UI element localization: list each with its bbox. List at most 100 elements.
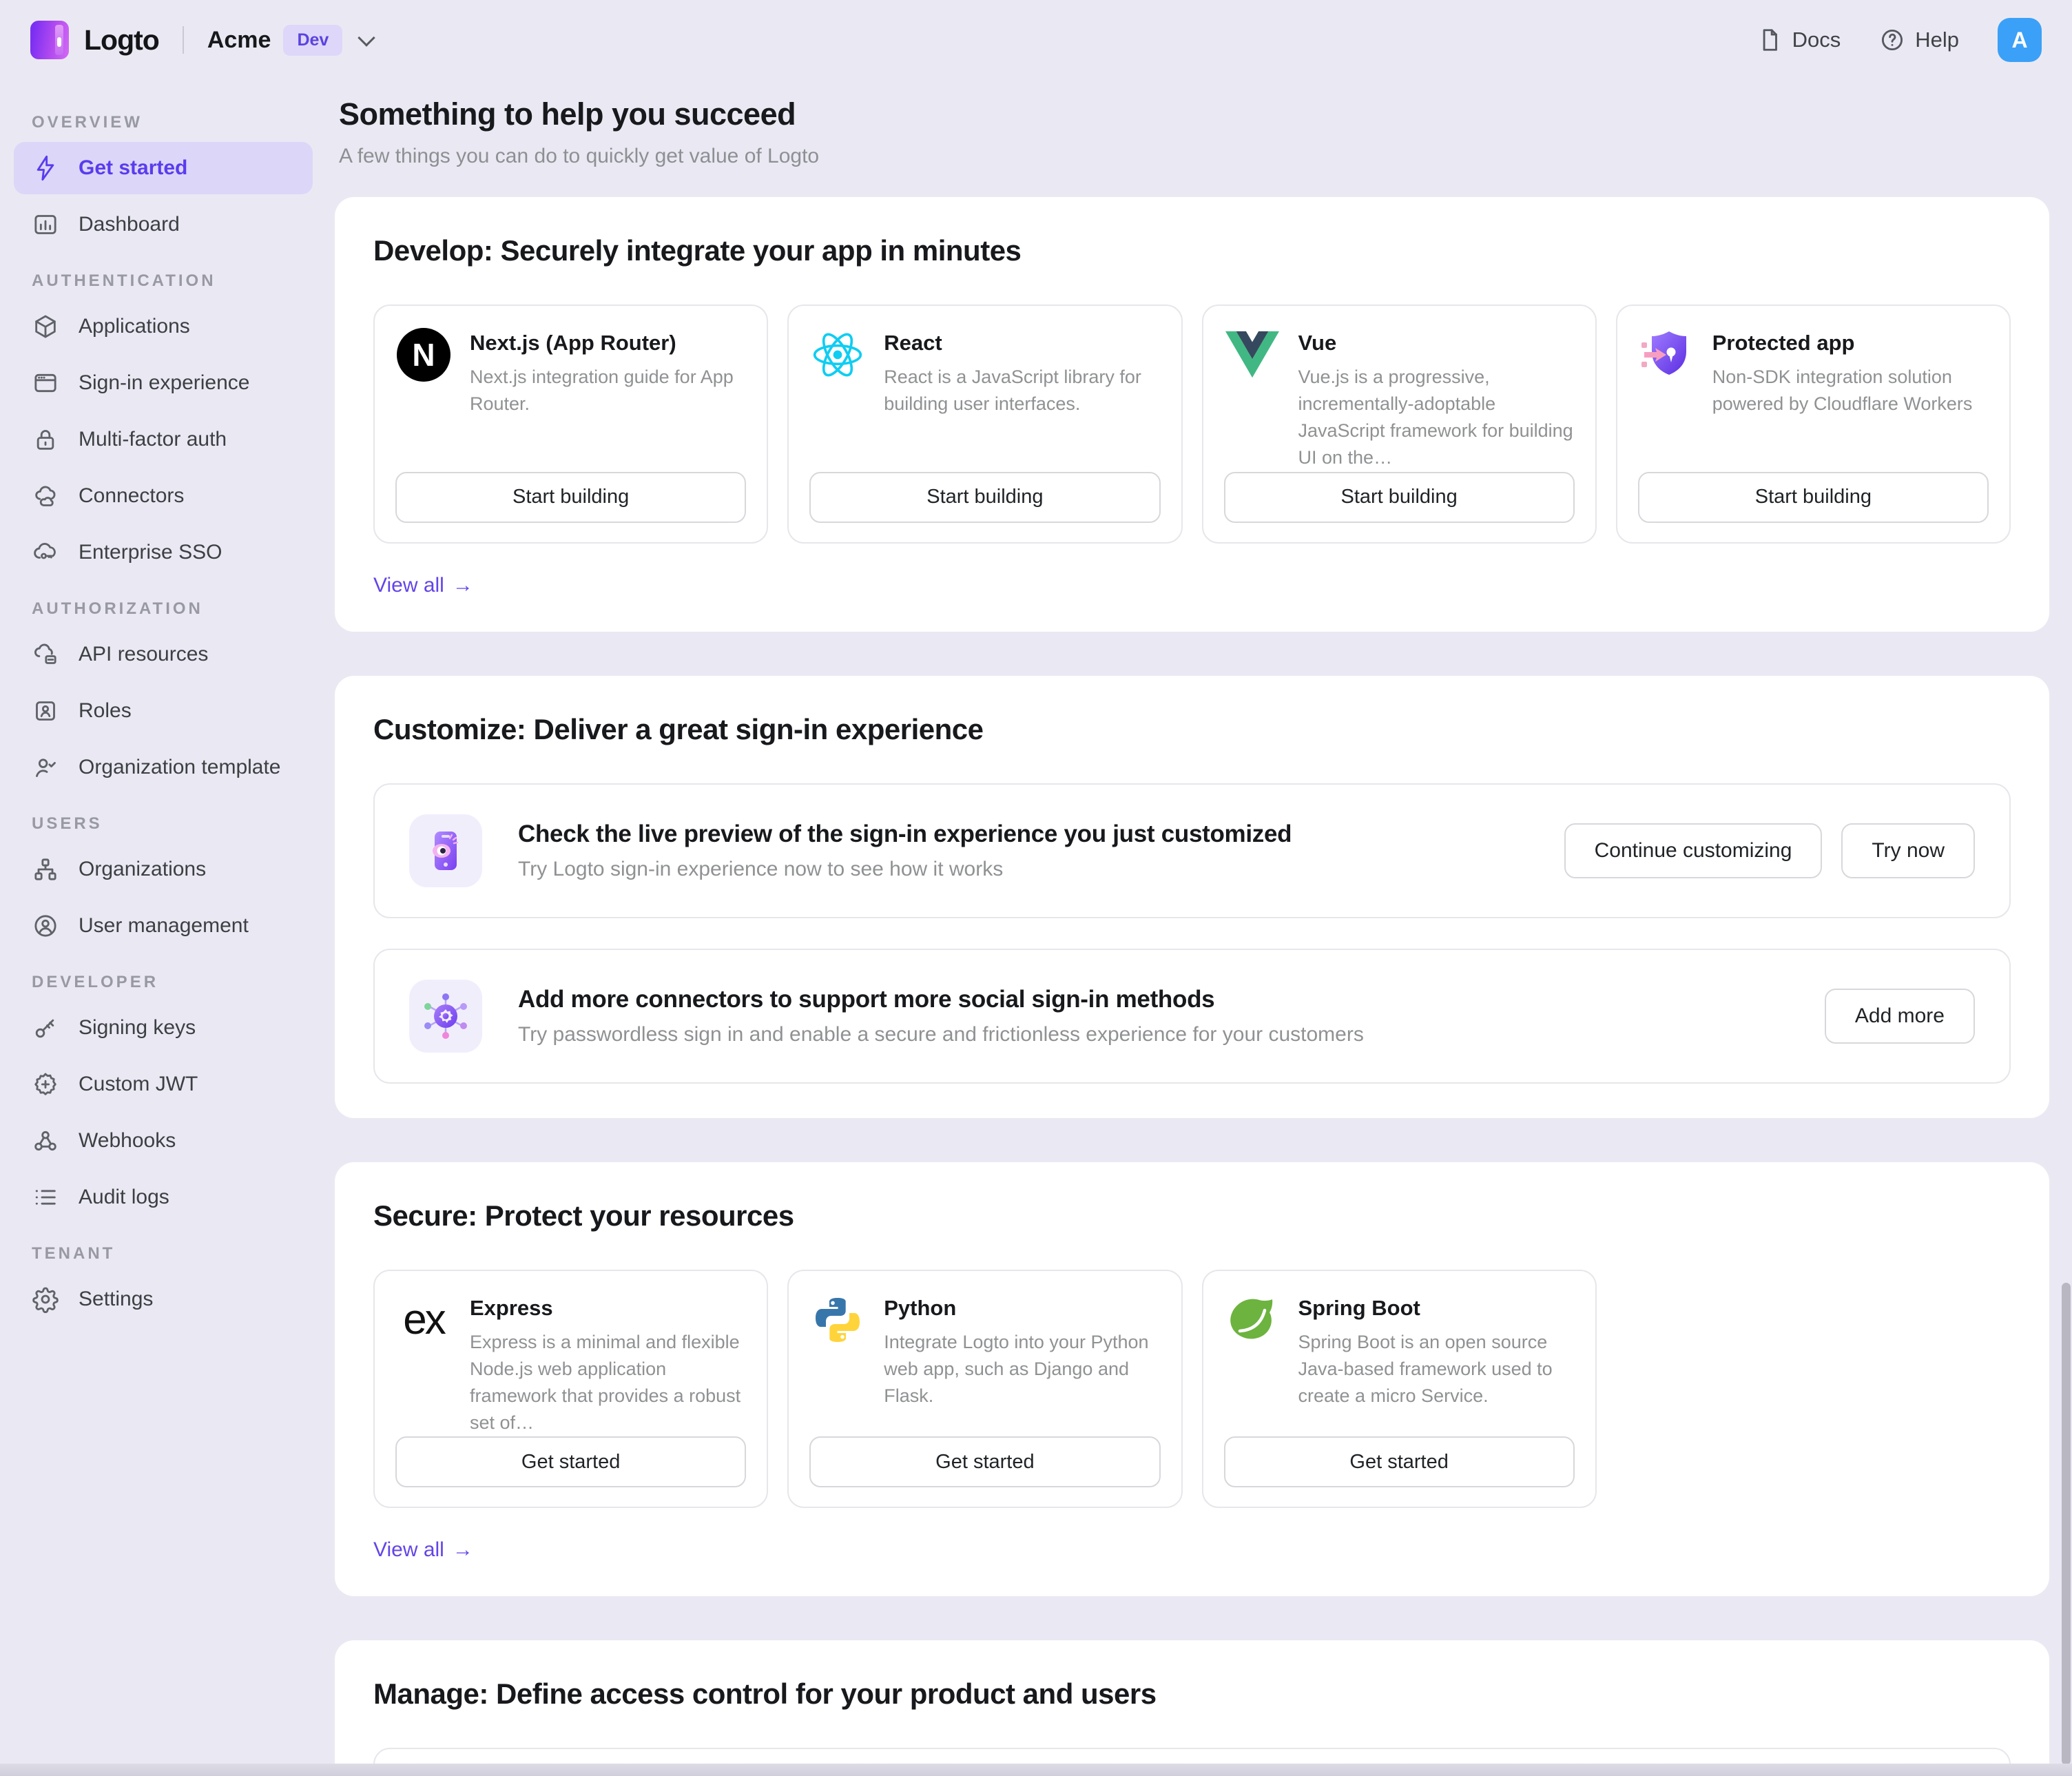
nav-section-tenant: TENANT xyxy=(32,1244,116,1263)
framework-desc: Spring Boot is an open source Java-based… xyxy=(1298,1331,1553,1406)
tenant-selector[interactable]: Acme Dev xyxy=(207,24,376,56)
protected-app-shield-icon xyxy=(1638,327,1695,383)
get-started-button[interactable]: Get started xyxy=(395,1436,747,1488)
logto-logo-icon xyxy=(30,21,69,59)
nav-section-authentication: AUTHENTICATION xyxy=(32,271,216,290)
add-more-button[interactable]: Add more xyxy=(1824,988,1975,1044)
help-button[interactable]: Help xyxy=(1879,27,1959,53)
express-logo-icon: ex xyxy=(403,1295,446,1343)
get-started-button[interactable]: Get started xyxy=(809,1436,1161,1488)
start-building-button[interactable]: Start building xyxy=(809,471,1161,523)
nav-section-authorization: AUTHORIZATION xyxy=(32,599,203,618)
id-card-icon xyxy=(36,701,55,721)
task-row-live-preview: Check the live preview of the sign-in ex… xyxy=(373,783,2011,918)
lightning-icon xyxy=(37,155,54,181)
section-develop: Develop: Securely integrate your app in … xyxy=(335,197,2049,632)
start-building-button[interactable]: Start building xyxy=(395,471,747,523)
framework-name: Protected app xyxy=(1712,331,1855,355)
brand-name: Logto xyxy=(84,23,160,56)
sidebar-item-connectors[interactable]: Connectors xyxy=(14,470,313,522)
task-row-rbac: Add role-based access control to protect… xyxy=(373,1748,2011,1776)
view-all-link[interactable]: View all → xyxy=(373,573,473,597)
phone-preview-icon xyxy=(409,814,482,887)
help-icon xyxy=(1882,29,1903,51)
page-title: Something to help you succeed xyxy=(339,96,796,132)
vue-logo-icon xyxy=(1224,327,1281,383)
task-row-connectors: Add more connectors to support more soci… xyxy=(373,948,2011,1084)
framework-desc: Express is a minimal and flexible Node.j… xyxy=(470,1331,741,1433)
gear-icon xyxy=(32,1287,59,1313)
browser-window-icon xyxy=(34,373,56,393)
task-desc: Try Logto sign-in experience now to see … xyxy=(518,857,1004,880)
sidebar-item-sign-in-experience[interactable]: Sign-in experience xyxy=(14,357,313,409)
framework-card-spring-boot: Spring Boot Spring Boot is an open sourc… xyxy=(1201,1269,1597,1509)
bar-chart-icon xyxy=(34,215,56,234)
sidebar-item-applications[interactable]: Applications xyxy=(14,300,313,353)
task-desc: Try passwordless sign in and enable a se… xyxy=(518,1022,1364,1046)
sidebar-item-webhooks[interactable]: Webhooks xyxy=(14,1115,313,1167)
spring-boot-logo-icon xyxy=(1224,1292,1281,1348)
topbar: Logto Acme Dev Docs Help A xyxy=(0,0,2072,80)
start-building-button[interactable]: Start building xyxy=(1223,471,1575,523)
docs-button[interactable]: Docs xyxy=(1757,27,1841,53)
sidebar-item-organizations[interactable]: Organizations xyxy=(14,843,313,896)
main-content: Something to help you succeed A few thin… xyxy=(324,80,2072,1776)
framework-desc: Next.js integration guide for App Router… xyxy=(470,366,734,415)
task-title: Check the live preview of the sign-in ex… xyxy=(518,820,1292,847)
sidebar-item-multi-factor-auth[interactable]: Multi-factor auth xyxy=(14,413,313,466)
section-develop-title: Develop: Securely integrate your app in … xyxy=(373,234,1022,267)
sidebar-item-user-management[interactable]: User management xyxy=(14,900,313,952)
start-building-button[interactable]: Start building xyxy=(1637,471,1989,523)
arrow-right-icon: → xyxy=(452,1538,473,1562)
sidebar-item-custom-jwt[interactable]: Custom JWT xyxy=(14,1058,313,1111)
cloud-key-icon xyxy=(34,543,56,559)
sidebar-item-dashboard[interactable]: Dashboard xyxy=(14,198,313,251)
sidebar: OVERVIEW Get started Dashboard AUTHENTIC… xyxy=(0,80,324,1330)
nav-section-developer: DEVELOPER xyxy=(32,973,159,991)
framework-name: Python xyxy=(884,1295,957,1320)
docs-label: Docs xyxy=(1792,28,1841,52)
sidebar-item-organization-template[interactable]: Organization template xyxy=(14,741,313,794)
section-customize-title: Customize: Deliver a great sign-in exper… xyxy=(373,712,984,745)
arrow-right-icon: → xyxy=(452,573,473,597)
framework-card-vue: Vue Vue.js is a progressive, incremental… xyxy=(1201,304,1597,544)
vertical-scrollbar-thumb[interactable] xyxy=(2062,1283,2071,1765)
page-subtitle: A few things you can do to quickly get v… xyxy=(339,145,820,167)
webhook-icon xyxy=(34,1130,56,1151)
get-started-button[interactable]: Get started xyxy=(1223,1436,1575,1488)
cube-icon xyxy=(35,315,56,338)
list-icon xyxy=(35,1190,56,1205)
sidebar-item-api-resources[interactable]: API resources xyxy=(14,628,313,681)
section-secure-title: Secure: Protect your resources xyxy=(373,1199,794,1232)
section-manage: Manage: Define access control for your p… xyxy=(335,1640,2049,1776)
sidebar-item-roles[interactable]: Roles xyxy=(14,685,313,737)
nextjs-logo-icon: N xyxy=(395,327,452,383)
sidebar-item-signing-keys[interactable]: Signing keys xyxy=(14,1002,313,1054)
tenant-name: Acme xyxy=(207,26,271,53)
help-label: Help xyxy=(1915,28,1959,52)
api-cloud-icon xyxy=(34,643,56,664)
framework-card-react: React React is a JavaScript library for … xyxy=(787,304,1183,544)
framework-name: React xyxy=(884,331,942,355)
sidebar-item-enterprise-sso[interactable]: Enterprise SSO xyxy=(14,526,313,579)
framework-name: Express xyxy=(470,1295,553,1320)
nav-section-overview: OVERVIEW xyxy=(32,113,143,132)
nav-section-users: USERS xyxy=(32,814,103,833)
framework-name: Next.js (App Router) xyxy=(470,331,676,355)
framework-card-express: ex Express Express is a minimal and flex… xyxy=(373,1269,769,1509)
framework-card-protected-app: Protected app Non-SDK integration soluti… xyxy=(1615,304,2011,544)
sidebar-item-get-started[interactable]: Get started xyxy=(14,142,313,194)
continue-customizing-button[interactable]: Continue customizing xyxy=(1564,823,1823,878)
sidebar-item-audit-logs[interactable]: Audit logs xyxy=(14,1171,313,1223)
person-check-icon xyxy=(36,758,56,777)
chevron-down-icon xyxy=(358,29,376,47)
task-title: Add more connectors to support more soci… xyxy=(518,985,1215,1013)
horizontal-scrollbar-track[interactable] xyxy=(0,1764,2072,1776)
try-now-button[interactable]: Try now xyxy=(1841,823,1975,878)
view-all-link[interactable]: View all → xyxy=(373,1538,473,1562)
env-badge: Dev xyxy=(283,24,343,56)
user-circle-icon xyxy=(34,915,56,937)
sidebar-item-settings[interactable]: Settings xyxy=(14,1273,313,1325)
section-customize: Customize: Deliver a great sign-in exper… xyxy=(335,675,2049,1118)
avatar[interactable]: A xyxy=(1998,18,2042,62)
